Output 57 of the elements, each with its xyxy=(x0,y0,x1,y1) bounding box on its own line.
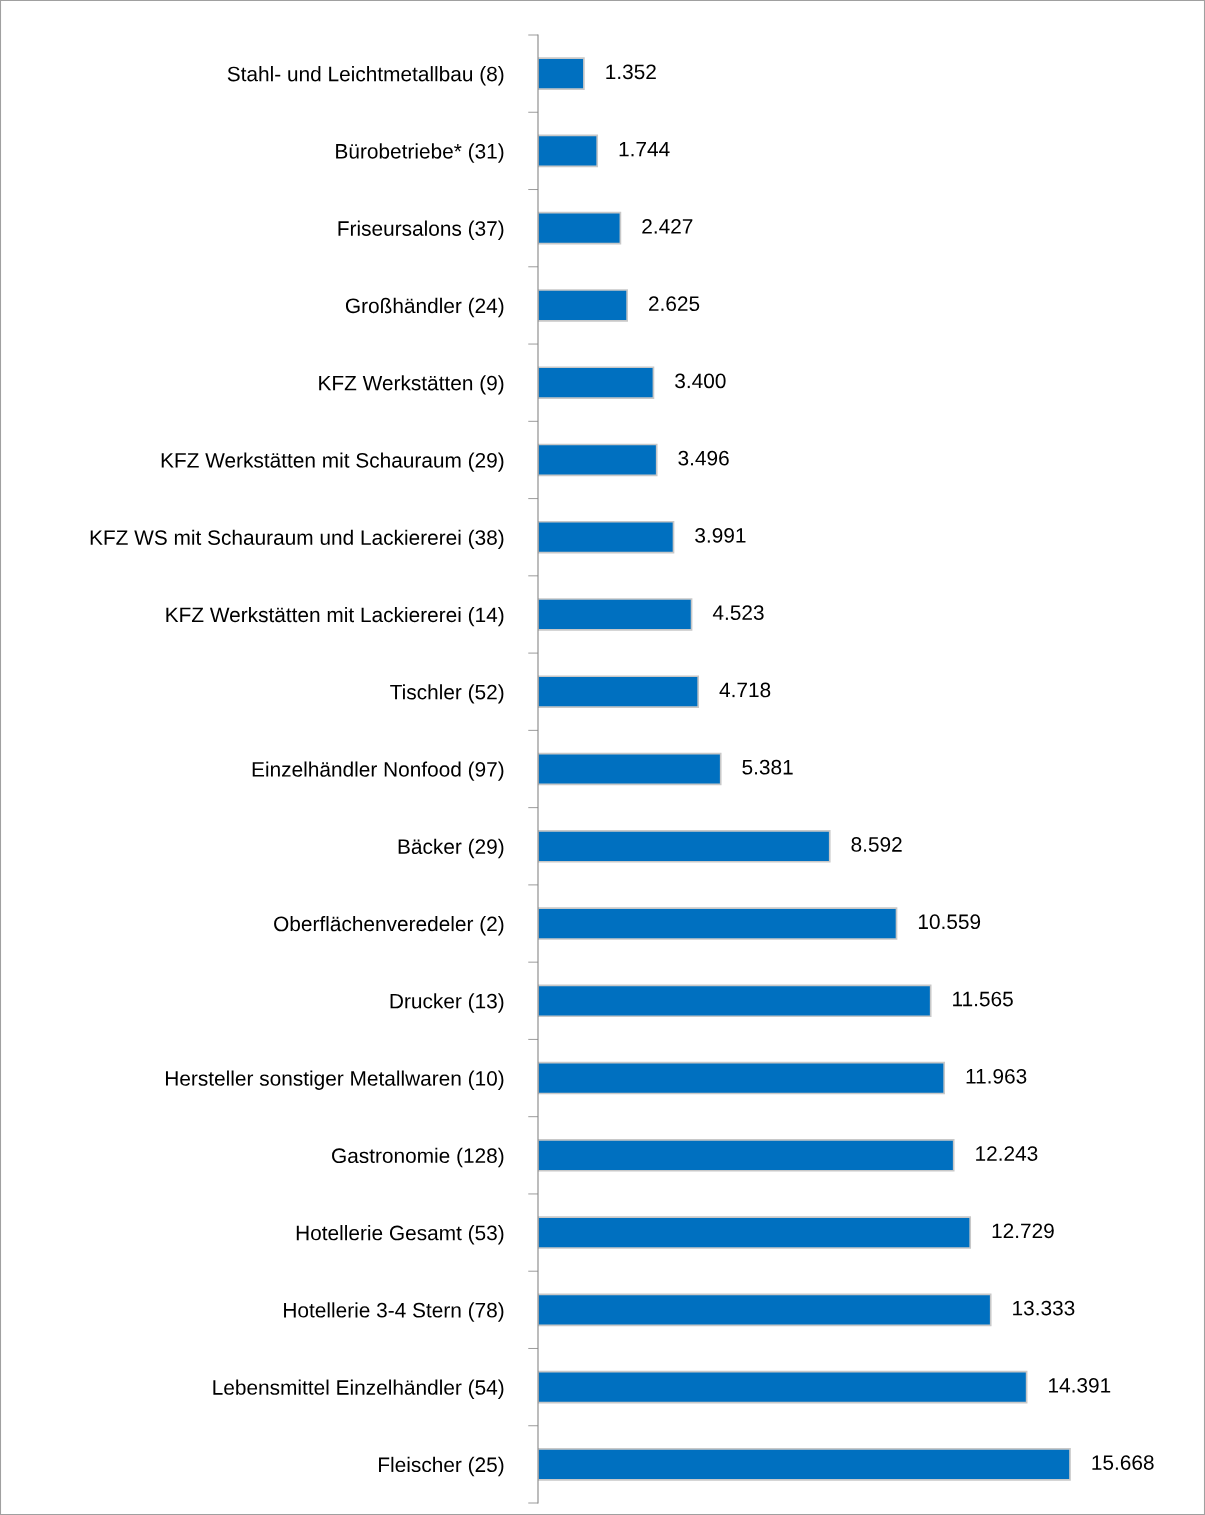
y-tick-label: Hotellerie Gesamt (53) xyxy=(296,1225,504,1245)
y-tick-label: Großhändler (24) xyxy=(345,297,504,318)
y-tick-label: Bäcker (29) xyxy=(398,838,504,859)
data-label: 12.243 xyxy=(976,1146,1038,1161)
data-label: 3.991 xyxy=(695,528,746,543)
y-tick-label: KFZ Werkstätten (9) xyxy=(319,375,504,395)
bar xyxy=(538,366,655,399)
bar xyxy=(538,1139,955,1172)
y-tick-label: Stahl- und Leichtmetallbau (8) xyxy=(227,66,504,86)
y-tick-label: Tischler (52) xyxy=(390,684,504,704)
data-label: 15.668 xyxy=(1092,1455,1154,1470)
data-label: 10.559 xyxy=(918,914,981,930)
data-label: 8.592 xyxy=(851,837,902,852)
y-tick-label: Gastronomie (128) xyxy=(332,1147,504,1168)
y-tick-label: KFZ WS mit Schauraum und Lackiererei (38) xyxy=(90,529,504,550)
data-label: 2.625 xyxy=(649,296,700,312)
bar xyxy=(538,1293,992,1327)
bar xyxy=(538,907,898,940)
bar xyxy=(538,289,628,322)
y-tick-label: Oberflächenveredeler (2) xyxy=(274,915,504,936)
data-label: 5.381 xyxy=(742,759,793,775)
data-label: 11.565 xyxy=(953,991,1013,1007)
data-label: 4.718 xyxy=(719,682,771,698)
bar xyxy=(538,211,622,245)
bar xyxy=(538,752,722,786)
y-tick-label: Fleischer (25) xyxy=(379,1456,504,1477)
data-label: 3.400 xyxy=(675,373,726,389)
bar xyxy=(538,134,599,168)
y-tick-label: Friseursalons (37) xyxy=(338,220,504,241)
y-tick-label: Bürobetriebe* (31) xyxy=(336,143,504,163)
bar xyxy=(538,598,693,631)
data-label: 11.963 xyxy=(966,1068,1027,1084)
y-tick-label: Hersteller sonstiger Metallwaren (10) xyxy=(165,1070,504,1090)
bar xyxy=(538,1061,946,1095)
data-label: 12.729 xyxy=(992,1223,1054,1239)
data-label: 4.523 xyxy=(712,605,764,621)
bar xyxy=(538,829,831,863)
bar xyxy=(538,1370,1028,1404)
data-label: 13.333 xyxy=(1013,1300,1075,1316)
data-label: 14.391 xyxy=(1049,1377,1111,1393)
bar xyxy=(538,675,700,709)
y-tick-label: Einzelhändler Nonfood (97) xyxy=(252,761,504,781)
bar xyxy=(538,443,658,477)
bar xyxy=(538,1216,972,1249)
y-tick-label: KFZ Werkstätten mit Lackiererei (14) xyxy=(166,606,504,627)
bar xyxy=(538,520,675,554)
bar xyxy=(538,57,585,90)
y-tick-label: KFZ Werkstätten mit Schauraum (29) xyxy=(161,452,504,472)
data-label: 1.744 xyxy=(619,141,670,157)
y-tick-label: Drucker (13) xyxy=(390,993,504,1013)
bar xyxy=(538,984,932,1018)
y-tick-label: Lebensmittel Einzelhändler (54) xyxy=(213,1379,504,1399)
data-label: 1.352 xyxy=(606,64,656,80)
y-tick-label: Hotellerie 3-4 Stern (78) xyxy=(284,1302,504,1322)
data-label: 3.496 xyxy=(678,450,729,466)
data-label: 2.427 xyxy=(642,219,693,234)
bar xyxy=(538,1448,1071,1481)
